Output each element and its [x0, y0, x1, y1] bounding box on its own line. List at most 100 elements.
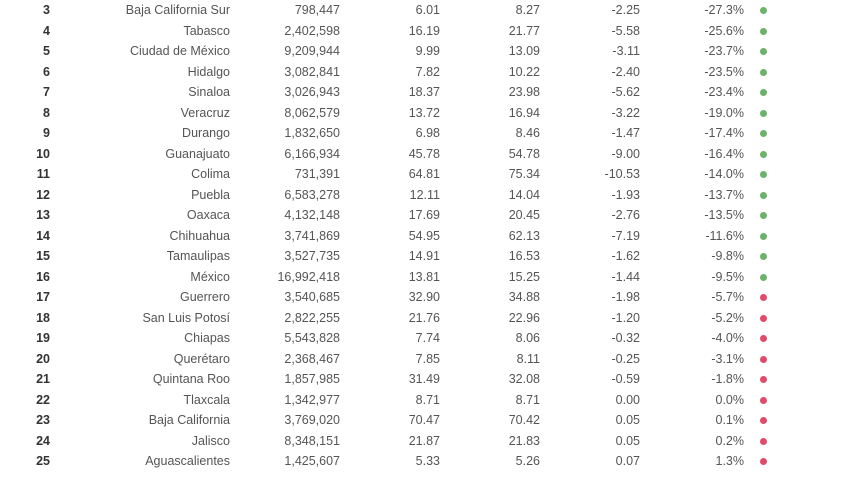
value2-cell: 70.42: [448, 413, 548, 427]
percent-cell: -16.4%: [648, 147, 748, 161]
state-name-cell: Chihuahua: [58, 229, 238, 243]
difference-cell: -2.40: [548, 65, 648, 79]
status-dot-icon: [760, 110, 767, 117]
status-dot-icon: [760, 274, 767, 281]
value1-cell: 12.11: [348, 188, 448, 202]
table-row: 4Tabasco2,402,59816.1921.77-5.58-25.6%: [0, 21, 860, 42]
table-row: 24Jalisco8,348,15121.8721.830.050.2%: [0, 431, 860, 452]
value2-cell: 8.06: [448, 331, 548, 345]
difference-cell: -1.47: [548, 126, 648, 140]
difference-cell: -5.58: [548, 24, 648, 38]
population-cell: 3,769,020: [238, 413, 348, 427]
state-name-cell: Jalisco: [58, 434, 238, 448]
table-row: 18San Luis Potosí2,822,25521.7622.96-1.2…: [0, 308, 860, 329]
table-row: 15Tamaulipas3,527,73514.9116.53-1.62-9.8…: [0, 246, 860, 267]
indicator-cell: [748, 3, 778, 17]
value2-cell: 32.08: [448, 372, 548, 386]
status-dot-icon: [760, 253, 767, 260]
table-row: 21Quintana Roo1,857,98531.4932.08-0.59-1…: [0, 369, 860, 390]
percent-cell: 0.2%: [648, 434, 748, 448]
rank-cell: 12: [0, 188, 58, 202]
population-cell: 1,342,977: [238, 393, 348, 407]
value1-cell: 5.33: [348, 454, 448, 468]
indicator-cell: [748, 24, 778, 38]
rank-cell: 8: [0, 106, 58, 120]
population-cell: 3,026,943: [238, 85, 348, 99]
table-row: 3Baja California Sur798,4476.018.27-2.25…: [0, 0, 860, 21]
table-row: 9Durango1,832,6506.988.46-1.47-17.4%: [0, 123, 860, 144]
rank-cell: 21: [0, 372, 58, 386]
difference-cell: -1.98: [548, 290, 648, 304]
difference-cell: -3.22: [548, 106, 648, 120]
value2-cell: 23.98: [448, 85, 548, 99]
value2-cell: 5.26: [448, 454, 548, 468]
status-dot-icon: [760, 192, 767, 199]
indicator-cell: [748, 249, 778, 263]
rank-cell: 23: [0, 413, 58, 427]
value2-cell: 13.09: [448, 44, 548, 58]
state-data-table: 3Baja California Sur798,4476.018.27-2.25…: [0, 0, 860, 472]
table-row: 12Puebla6,583,27812.1114.04-1.93-13.7%: [0, 185, 860, 206]
percent-cell: -23.7%: [648, 44, 748, 58]
percent-cell: -1.8%: [648, 372, 748, 386]
table-row: 6Hidalgo3,082,8417.8210.22-2.40-23.5%: [0, 62, 860, 83]
value1-cell: 70.47: [348, 413, 448, 427]
state-name-cell: Quintana Roo: [58, 372, 238, 386]
indicator-cell: [748, 188, 778, 202]
status-dot-icon: [760, 7, 767, 14]
value2-cell: 15.25: [448, 270, 548, 284]
status-dot-icon: [760, 417, 767, 424]
table-row: 8Veracruz8,062,57913.7216.94-3.22-19.0%: [0, 103, 860, 124]
rank-cell: 3: [0, 3, 58, 17]
status-dot-icon: [760, 151, 767, 158]
percent-cell: 0.0%: [648, 393, 748, 407]
value1-cell: 31.49: [348, 372, 448, 386]
status-dot-icon: [760, 397, 767, 404]
population-cell: 3,540,685: [238, 290, 348, 304]
table-row: 5Ciudad de México9,209,9449.9913.09-3.11…: [0, 41, 860, 62]
state-name-cell: Veracruz: [58, 106, 238, 120]
table-row: 16México16,992,41813.8115.25-1.44-9.5%: [0, 267, 860, 288]
state-name-cell: México: [58, 270, 238, 284]
difference-cell: -1.62: [548, 249, 648, 263]
value2-cell: 8.11: [448, 352, 548, 366]
value2-cell: 8.46: [448, 126, 548, 140]
value2-cell: 34.88: [448, 290, 548, 304]
rank-cell: 25: [0, 454, 58, 468]
state-name-cell: Chiapas: [58, 331, 238, 345]
value2-cell: 14.04: [448, 188, 548, 202]
percent-cell: 1.3%: [648, 454, 748, 468]
state-name-cell: Hidalgo: [58, 65, 238, 79]
status-dot-icon: [760, 130, 767, 137]
difference-cell: 0.07: [548, 454, 648, 468]
state-name-cell: Tamaulipas: [58, 249, 238, 263]
population-cell: 4,132,148: [238, 208, 348, 222]
indicator-cell: [748, 393, 778, 407]
percent-cell: -25.6%: [648, 24, 748, 38]
population-cell: 2,368,467: [238, 352, 348, 366]
population-cell: 1,857,985: [238, 372, 348, 386]
indicator-cell: [748, 372, 778, 386]
indicator-cell: [748, 106, 778, 120]
population-cell: 16,992,418: [238, 270, 348, 284]
population-cell: 8,348,151: [238, 434, 348, 448]
state-name-cell: Puebla: [58, 188, 238, 202]
status-dot-icon: [760, 69, 767, 76]
table-row: 23Baja California3,769,02070.4770.420.05…: [0, 410, 860, 431]
state-name-cell: Tabasco: [58, 24, 238, 38]
population-cell: 1,425,607: [238, 454, 348, 468]
rank-cell: 24: [0, 434, 58, 448]
rank-cell: 19: [0, 331, 58, 345]
indicator-cell: [748, 270, 778, 284]
value2-cell: 22.96: [448, 311, 548, 325]
difference-cell: -1.44: [548, 270, 648, 284]
state-name-cell: Guerrero: [58, 290, 238, 304]
indicator-cell: [748, 311, 778, 325]
population-cell: 6,166,934: [238, 147, 348, 161]
state-name-cell: Oaxaca: [58, 208, 238, 222]
state-name-cell: Querétaro: [58, 352, 238, 366]
percent-cell: -23.5%: [648, 65, 748, 79]
indicator-cell: [748, 147, 778, 161]
rank-cell: 22: [0, 393, 58, 407]
status-dot-icon: [760, 212, 767, 219]
